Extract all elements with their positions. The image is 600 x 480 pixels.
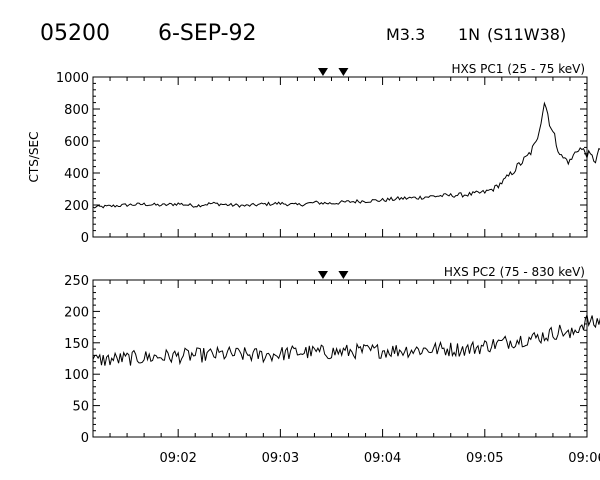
pc2-time-marker bbox=[317, 271, 328, 279]
panel-pc1: 0 200 400 600 800 1000 HXS PC1 (25 - 75 keV) CT… bbox=[27, 62, 600, 246]
pc1-frame bbox=[92, 76, 588, 238]
pc1-ytick-label: 800 bbox=[64, 103, 89, 118]
flare-class: M3.3 bbox=[386, 25, 425, 44]
pc1-time-marker bbox=[338, 68, 349, 76]
pc2-ytick-label: 50 bbox=[72, 400, 89, 415]
pc1-title: HXS PC1 (25 - 75 keV) bbox=[451, 62, 585, 76]
flare-importance: 1N bbox=[458, 25, 480, 44]
pc2-count-rate-line bbox=[92, 312, 600, 366]
pc2-ytick-label: 200 bbox=[64, 305, 89, 320]
pc1-count-rate-line bbox=[92, 101, 600, 209]
pc1-ytick-label: 1000 bbox=[56, 71, 89, 86]
pc2-time-marker bbox=[338, 271, 349, 279]
pc1-ytick-label: 400 bbox=[64, 167, 89, 182]
pc1-ytick-label: 600 bbox=[64, 135, 89, 150]
pc2-ytick-label: 150 bbox=[64, 337, 89, 352]
event-date: 6-SEP-92 bbox=[158, 21, 257, 46]
event-id: 05200 bbox=[40, 21, 110, 46]
pc2-xtick-label: 09:06 bbox=[568, 451, 600, 466]
pc2-xtick-label: 09:05 bbox=[466, 451, 503, 466]
pc2-frame bbox=[92, 279, 588, 438]
pc2-title: HXS PC2 (75 - 830 keV) bbox=[444, 265, 585, 279]
panel-pc2: 0 50 100 150 200 250 09:02 09:03 09:04 09:05 09:06… bbox=[64, 265, 600, 466]
pc1-ylabel: CTS/SEC bbox=[27, 132, 41, 183]
pc2-ytick-label: 250 bbox=[64, 274, 89, 289]
pc2-xtick-label: 09:04 bbox=[364, 451, 401, 466]
pc2-xtick-label: 09:02 bbox=[159, 451, 196, 466]
pc1-ytick-label: 0 bbox=[81, 231, 89, 246]
pc1-ytick-label: 200 bbox=[64, 199, 89, 214]
pc2-ytick-label: 0 bbox=[81, 431, 89, 446]
pc2-xtick-label: 09:03 bbox=[262, 451, 299, 466]
pc2-ytick-label: 100 bbox=[64, 368, 89, 383]
pc1-time-marker bbox=[317, 68, 328, 76]
flare-location: (S11W38) bbox=[487, 25, 566, 44]
